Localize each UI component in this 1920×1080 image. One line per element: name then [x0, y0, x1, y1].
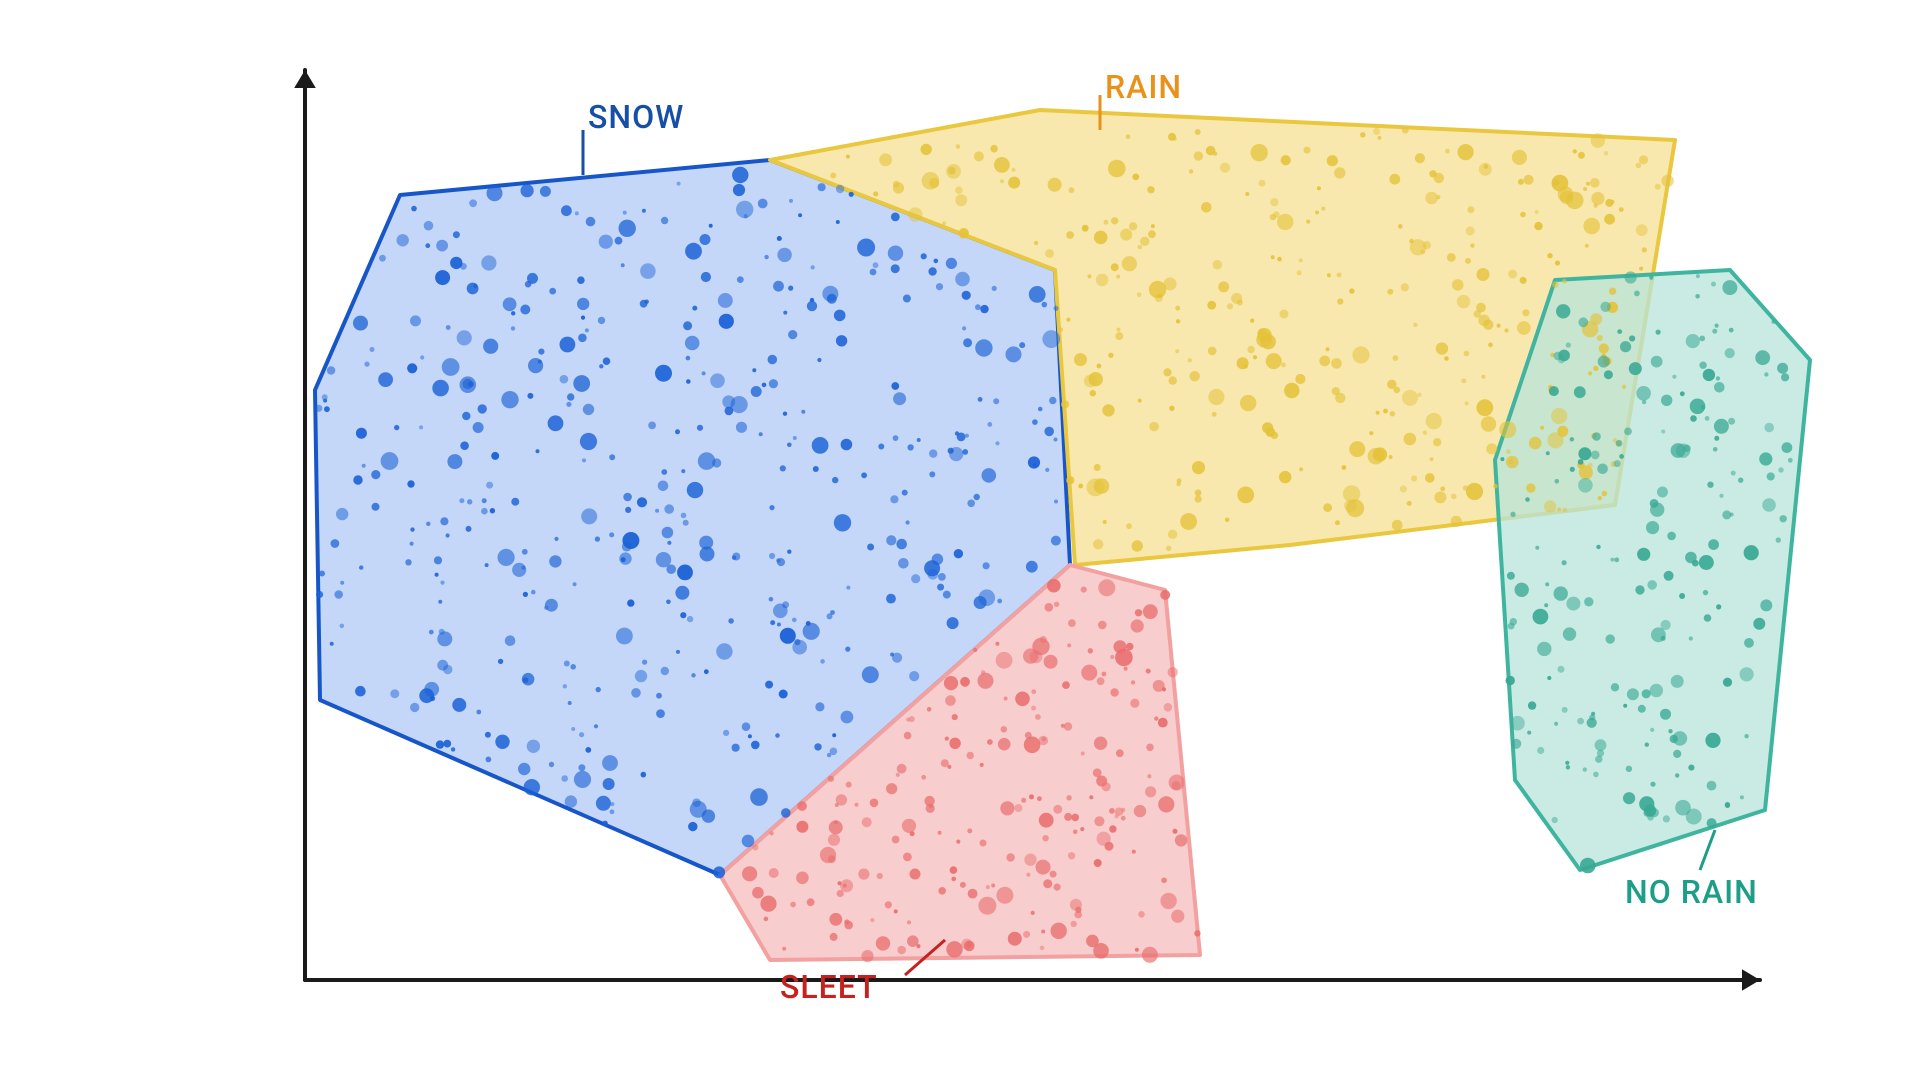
y-axis-arrow: [294, 70, 316, 88]
cluster-regions: [315, 110, 1810, 960]
connector-norain: [1700, 830, 1715, 870]
chart-canvas: [0, 0, 1920, 1080]
label-sleet: SLEET: [780, 968, 878, 1006]
label-norain: NO RAIN: [1625, 873, 1758, 911]
label-rain: RAIN: [1105, 68, 1182, 106]
label-snow: SNOW: [588, 98, 684, 136]
x-axis-arrow: [1742, 969, 1760, 991]
cluster-diagram: SNOW RAIN SLEET NO RAIN: [0, 0, 1920, 1080]
